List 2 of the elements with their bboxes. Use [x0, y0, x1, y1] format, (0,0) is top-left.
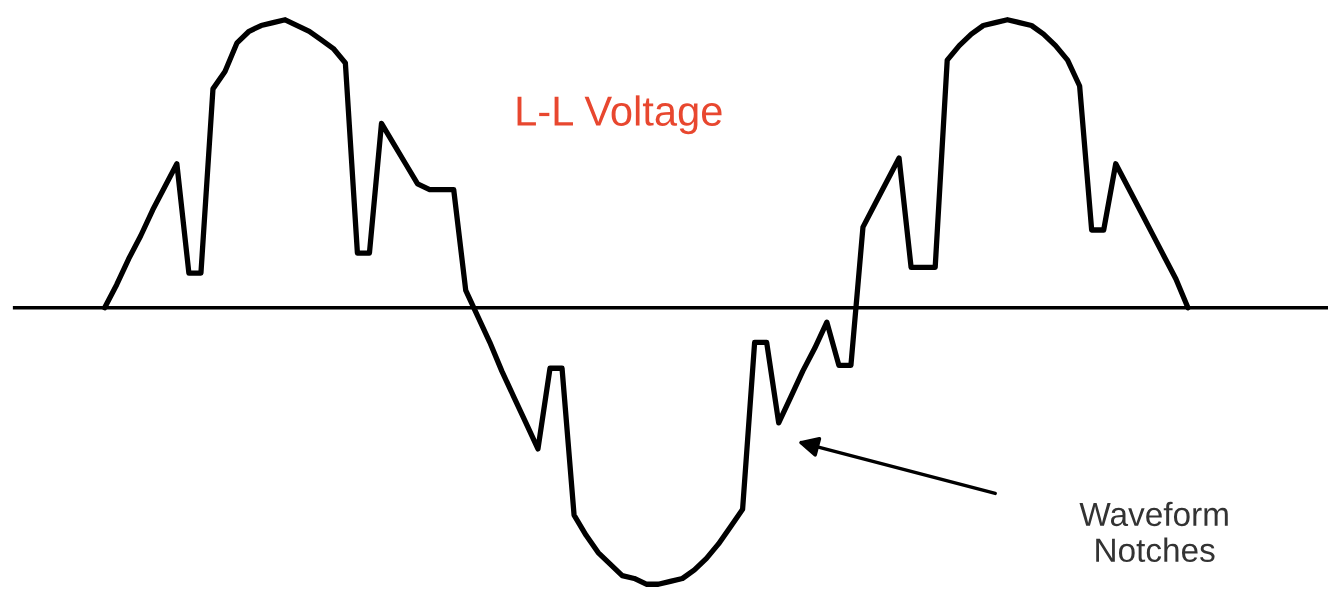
annotation: Waveform Notches: [1079, 501, 1228, 563]
text: L-L Voltage: [517, 95, 722, 135]
